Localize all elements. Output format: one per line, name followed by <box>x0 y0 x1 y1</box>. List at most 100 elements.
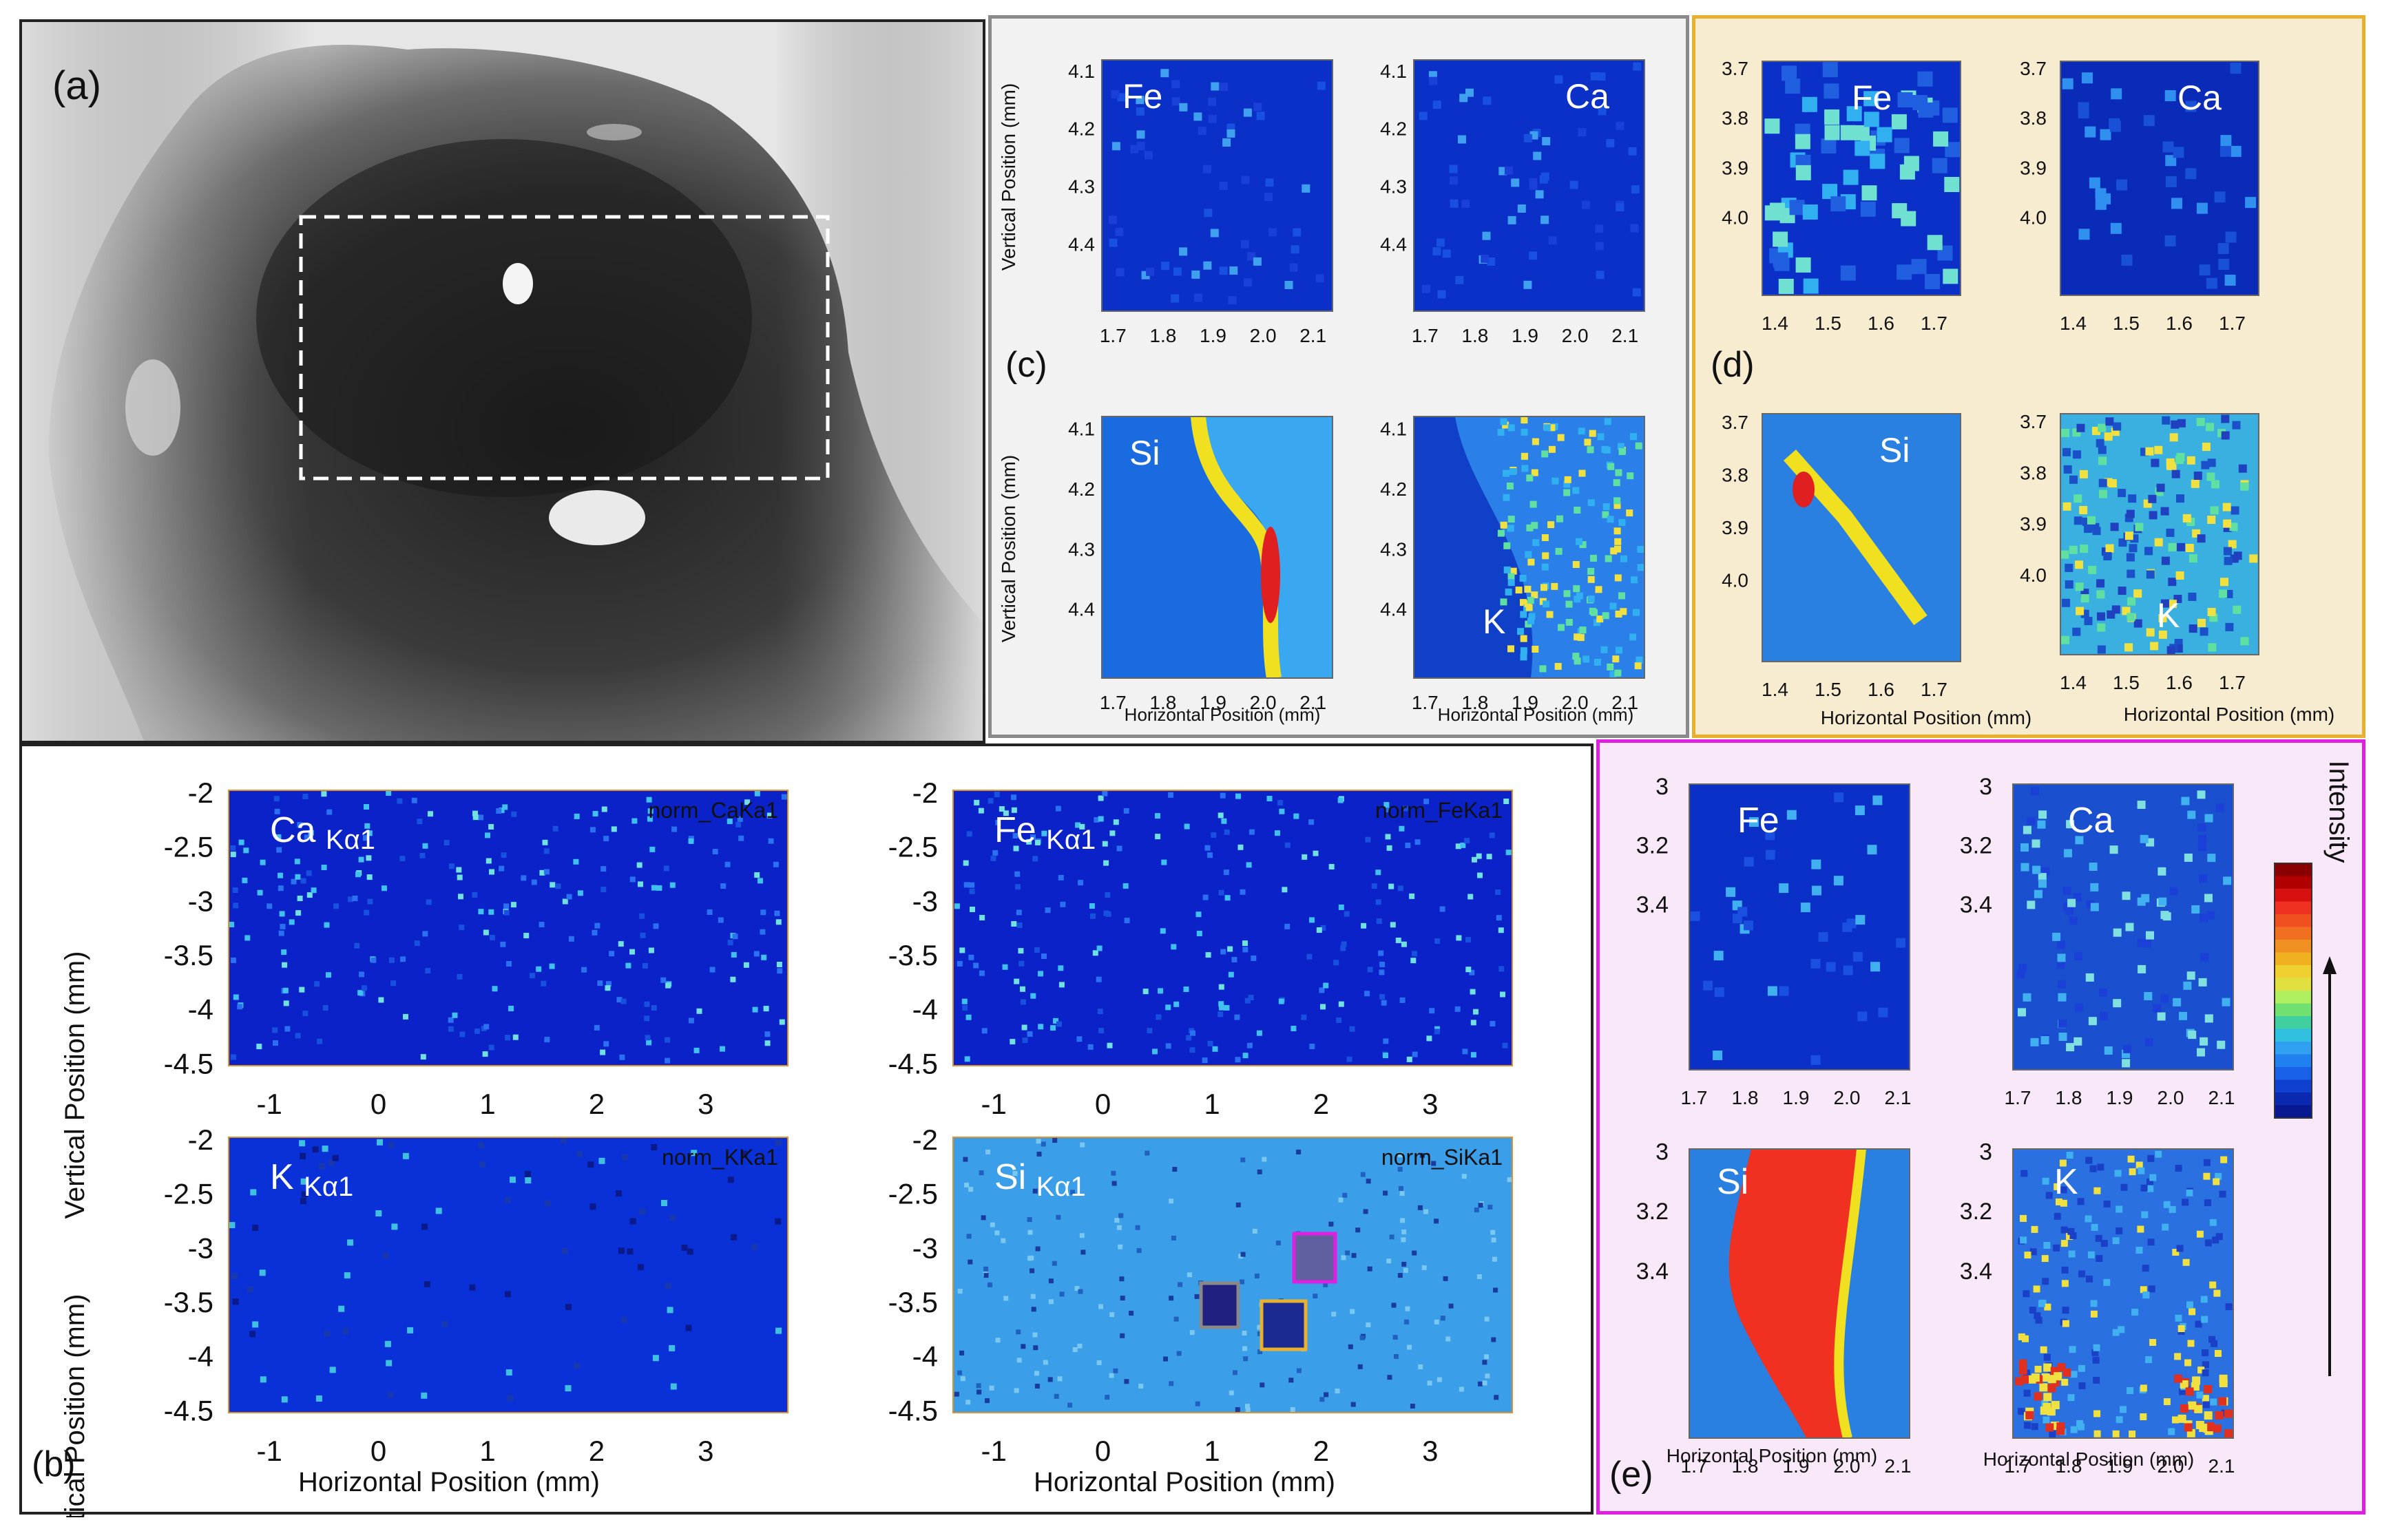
map-pixel <box>1569 180 1578 189</box>
map-pixel <box>2075 836 2084 845</box>
map-pixel <box>1120 1296 1125 1301</box>
map-pixel <box>565 1385 572 1392</box>
map-pixel <box>1532 438 1539 445</box>
map-pixel <box>1240 1252 1246 1257</box>
map-pixel <box>536 966 542 972</box>
map-pixel <box>2156 483 2165 492</box>
map-pixel <box>1578 128 1587 137</box>
map-pixel <box>421 1223 428 1230</box>
map-pixel <box>2033 1285 2040 1293</box>
map-pixel <box>237 1004 243 1010</box>
map-pixel <box>644 1015 650 1022</box>
map-pixel <box>1026 838 1032 845</box>
map-pixel <box>2202 1369 2209 1377</box>
colorbar-arrow-head <box>2323 956 2337 974</box>
map-pixel <box>302 1011 309 1017</box>
map-pixel <box>2079 506 2088 514</box>
map-pixel <box>2093 1187 2101 1194</box>
map-pixel <box>1584 439 1591 446</box>
panel-b-ytick: -4.5 <box>888 1394 938 1426</box>
map-pixel <box>233 994 239 1000</box>
map-pixel <box>2195 1320 2202 1328</box>
map-pixel <box>712 849 718 854</box>
map-pixel <box>359 971 364 978</box>
map-pixel <box>311 887 317 894</box>
panel-c-xtick: 2.0 <box>1562 325 1589 346</box>
panel-c-label: (c) <box>1005 345 1047 385</box>
map-pixel <box>1464 838 1470 844</box>
map-pixel <box>2209 1281 2217 1289</box>
map-pixel <box>1779 986 1789 996</box>
map-pixel <box>2042 1278 2049 1285</box>
map-pixel <box>2169 887 2178 896</box>
map-pixel <box>2062 78 2073 89</box>
map-pixel <box>1472 856 1477 863</box>
map-pixel <box>973 962 979 969</box>
map-pixel <box>653 923 659 929</box>
map-pixel <box>1337 797 1344 803</box>
map-pixel <box>2210 506 2219 515</box>
element-label: Fe <box>1737 801 1779 841</box>
map-pixel <box>2062 887 2071 896</box>
map-pixel <box>1244 998 1251 1004</box>
panel-b-ytick: -3.5 <box>888 939 938 971</box>
map-pixel <box>1257 1331 1262 1336</box>
map-pixel <box>640 932 646 938</box>
map-pixel <box>366 855 372 861</box>
map-pixel <box>1169 1381 1174 1386</box>
map-pixel <box>752 1006 758 1013</box>
map-pixel <box>260 859 266 865</box>
map-pixel <box>2107 610 2115 619</box>
map-pixel <box>1587 595 1595 603</box>
map-pixel <box>2060 1199 2067 1207</box>
map-pixel <box>524 1170 531 1177</box>
map-pixel <box>1620 608 1627 615</box>
map-pixel <box>2020 1236 2027 1244</box>
map-pixel <box>2207 458 2216 467</box>
map-pixel <box>1509 468 1517 475</box>
map-pixel <box>1165 1043 1171 1049</box>
map-pixel <box>2144 1037 2153 1046</box>
map-pixel <box>300 1178 307 1185</box>
map-pixel <box>2038 873 2047 882</box>
map-pixel <box>763 1006 769 1012</box>
map-pixel <box>500 941 506 947</box>
map-pixel <box>1129 1311 1134 1316</box>
panel-d-ytick: 3.7 <box>2020 411 2047 432</box>
map-pixel <box>1469 969 1475 975</box>
map-pixel <box>1036 1139 1041 1144</box>
map-pixel <box>1171 97 1180 106</box>
map-pixel <box>2218 1397 2227 1406</box>
map-pixel <box>2149 1174 2157 1181</box>
map-pixel <box>321 791 327 797</box>
map-pixel <box>1328 1221 1334 1227</box>
map-pixel <box>970 907 975 912</box>
colorbar-segment <box>2275 1016 2312 1029</box>
map-pixel <box>2176 494 2184 503</box>
map-pixel <box>2222 503 2231 511</box>
map-pixel <box>2025 1411 2034 1420</box>
map-pixel <box>2122 606 2131 615</box>
map-pixel <box>299 1140 306 1147</box>
map-pixel <box>1047 1377 1053 1382</box>
map-pixel <box>1056 1214 1061 1220</box>
map-pixel <box>1309 917 1315 923</box>
panel-c-ytick: 4.3 <box>1068 176 1095 198</box>
map-pixel <box>2213 1289 2221 1297</box>
map-pixel <box>1030 1268 1035 1274</box>
map-pixel <box>2098 445 2107 454</box>
element-label: K Kα1 <box>270 1157 353 1202</box>
panel-d-ytick: 3.7 <box>1722 58 1748 79</box>
map-pixel <box>720 883 727 889</box>
map-pixel <box>1421 1265 1427 1270</box>
map-pixel <box>1490 1230 1496 1235</box>
map-pixel <box>1249 829 1255 835</box>
panel-c-xtick: 2.1 <box>1299 692 1326 713</box>
map-pixel <box>1348 1344 1353 1349</box>
map-pixel <box>1490 1021 1496 1026</box>
map-pixel <box>326 809 333 815</box>
panel-d-xtick: 1.6 <box>2166 313 2193 334</box>
map-pixel <box>1323 982 1329 989</box>
panel-d-xtick: 1.5 <box>2113 313 2140 334</box>
panel-c-xtick: 1.8 <box>1461 325 1488 346</box>
